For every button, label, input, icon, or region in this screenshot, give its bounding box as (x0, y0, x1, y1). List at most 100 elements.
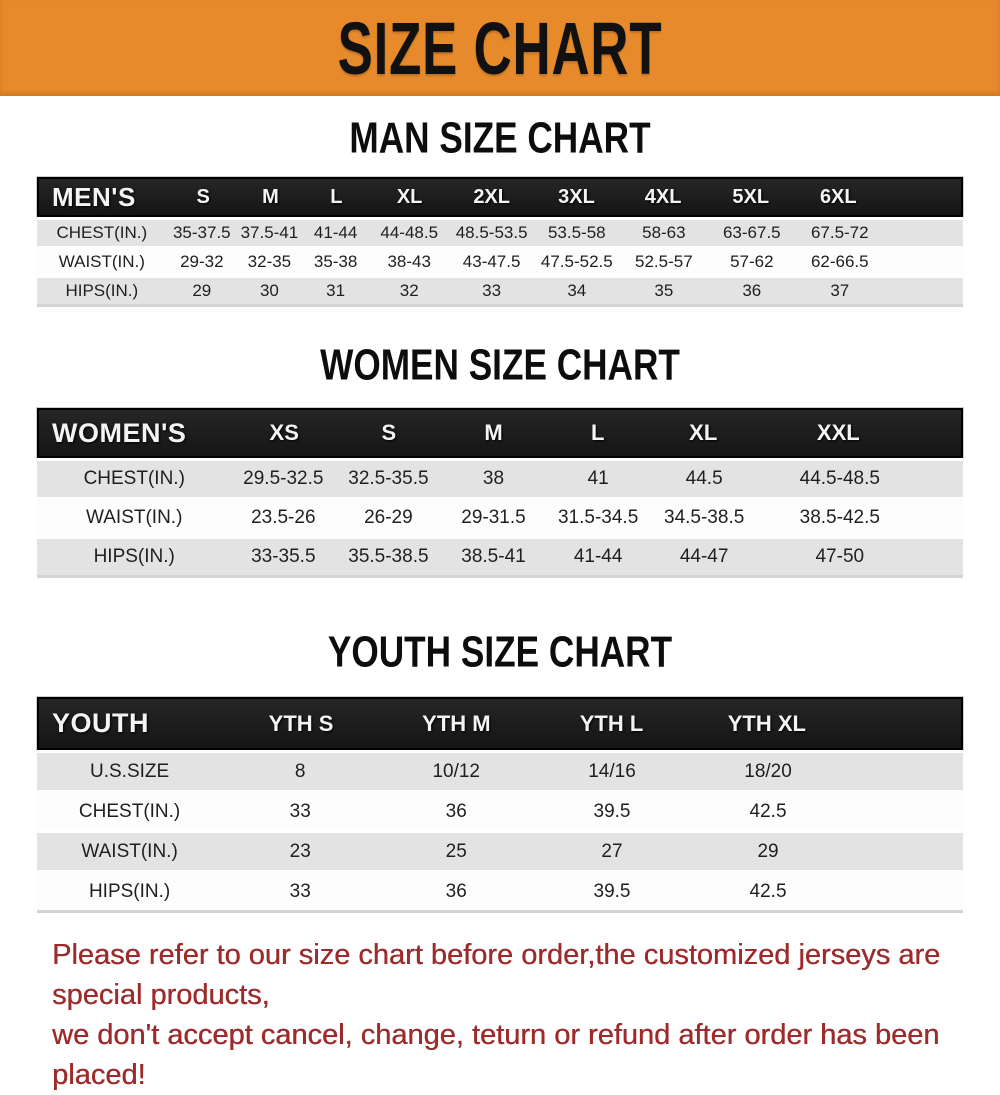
size-value-cell: 44.5-48.5 (799, 468, 880, 489)
size-value-cell: 35 (654, 281, 674, 300)
row-label: WAIST(IN.) (86, 507, 183, 528)
size-column-header: M (262, 185, 279, 208)
size-value-cell: 44.5 (685, 468, 723, 489)
size-column-header: S (381, 420, 397, 445)
table-row: CHEST(IN.) 29.5-32.5 32.5-35.5 38 41 44.5 44.5… (37, 458, 963, 497)
size-value-cell: 30 (259, 281, 279, 300)
row-label: HIPS(IN.) (65, 281, 139, 300)
size-value-cell: 31.5-34.5 (557, 507, 639, 528)
youth-size-table: YOUTH YTH S YTH M YTH L YTH XL U.S.SIZE 8 10/12… (37, 697, 963, 913)
size-value-cell: 41 (587, 468, 609, 489)
size-value-cell: 38.5-41 (461, 546, 526, 567)
men-size-table: MEN'S S M L XL 2XL 3XL 4XL 5XL 6XL CHEST(IN.) 35-37… (37, 177, 963, 307)
size-column-header: XL (396, 185, 423, 208)
size-column-header: 2XL (473, 185, 510, 208)
size-value-cell: 42.5 (749, 880, 787, 902)
man-chart-title: MAN SIZE CHART (349, 113, 651, 163)
size-value-cell: 44-48.5 (380, 223, 439, 242)
youth-chart-title: YOUTH SIZE CHART (327, 627, 673, 677)
size-column-header: YTH S (268, 710, 334, 736)
size-value-cell: 33 (289, 800, 311, 822)
size-value-cell: 43-47.5 (462, 252, 521, 271)
size-column-header: L (590, 420, 605, 445)
size-value-cell: 38 (482, 468, 505, 489)
table-row: HIPS(IN.) 33-35.5 35.5-38.5 38.5-41 41-44 44-… (37, 536, 963, 575)
size-value-cell: 44-47 (679, 546, 729, 567)
size-value-cell: 10/12 (432, 760, 480, 782)
size-value-cell: 26-29 (364, 507, 413, 528)
size-value-cell: 47-50 (815, 546, 865, 567)
table-corner-label: WOMEN'S (52, 417, 187, 448)
note-line-1: Please refer to our size chart before or… (52, 939, 941, 1011)
row-label: U.S.SIZE (90, 760, 170, 782)
table-row: WAIST(IN.) 23.5-26 26-29 29-31.5 31.5-34.5 34… (37, 497, 963, 536)
row-label: WAIST(IN.) (81, 840, 178, 862)
size-value-cell: 67.5-72 (810, 223, 869, 242)
size-column-header: 6XL (819, 185, 857, 208)
size-value-cell: 29-31.5 (461, 507, 526, 528)
size-value-cell: 8 (294, 760, 306, 782)
size-value-cell: 18/20 (744, 760, 792, 782)
size-value-cell: 25 (445, 840, 467, 862)
size-value-cell: 33 (482, 281, 502, 300)
banner-title: SIZE CHART (337, 6, 663, 90)
note-line-2: we don't accept cancel, change, teturn o… (52, 1019, 940, 1091)
size-value-cell: 33-35.5 (251, 546, 316, 567)
size-chart-banner: SIZE CHART (0, 0, 1000, 96)
table-header-row: YOUTH YTH S YTH M YTH L YTH XL (37, 697, 963, 750)
size-value-cell: 23 (289, 840, 311, 862)
women-size-table: WOMEN'S XS S M L XL XXL CHEST(IN.) 29.5-32.5 32.5… (37, 408, 963, 578)
size-column-header: 5XL (732, 185, 770, 208)
table-row: HIPS(IN.) 29 30 31 32 33 34 35 36 37 (37, 275, 963, 304)
size-value-cell: 41-44 (573, 546, 623, 567)
size-value-cell: 32 (399, 281, 419, 300)
size-column-header: YTH L (579, 710, 644, 736)
man-size-chart-section: MAN SIZE CHART MEN'S S M L XL 2XL 3XL 4XL 5XL 6XL… (0, 113, 1000, 307)
size-value-cell: 39.5 (593, 800, 631, 822)
row-label: HIPS(IN.) (88, 880, 171, 902)
size-value-cell: 38.5-42.5 (799, 507, 880, 528)
youth-size-chart-section: YOUTH SIZE CHART YOUTH YTH S YTH M YTH L YTH… (0, 627, 1000, 913)
size-value-cell: 29.5-32.5 (243, 468, 324, 489)
size-value-cell: 39.5 (593, 880, 631, 902)
size-value-cell: 36 (742, 281, 762, 300)
row-label: CHEST(IN.) (78, 800, 181, 822)
size-value-cell: 34 (567, 281, 587, 300)
size-value-cell: 48.5-53.5 (455, 223, 528, 242)
size-value-cell: 36 (445, 800, 467, 822)
size-value-cell: 35-38 (313, 252, 358, 271)
size-value-cell: 36 (445, 880, 467, 902)
size-value-cell: 32.5-35.5 (348, 468, 429, 489)
table-header-row: MEN'S S M L XL 2XL 3XL 4XL 5XL 6XL (37, 177, 963, 217)
size-column-header: XXL (816, 420, 860, 445)
row-label: CHEST(IN.) (56, 223, 148, 242)
size-value-cell: 42.5 (749, 800, 787, 822)
size-value-cell: 63-67.5 (722, 223, 781, 242)
size-value-cell: 31 (326, 281, 346, 300)
women-chart-title: WOMEN SIZE CHART (320, 340, 680, 390)
size-value-cell: 37.5-41 (240, 223, 299, 242)
row-label: CHEST(IN.) (83, 468, 185, 489)
size-column-header: M (484, 420, 503, 445)
size-value-cell: 29 (757, 840, 779, 862)
size-value-cell: 23.5-26 (251, 507, 316, 528)
size-column-header: 4XL (644, 185, 682, 208)
size-value-cell: 32-35 (247, 252, 292, 271)
size-column-header: S (196, 185, 210, 208)
size-column-header: YTH M (422, 710, 491, 736)
size-value-cell: 29-32 (180, 252, 224, 271)
size-column-header: 3XL (558, 185, 595, 208)
size-value-cell: 14/16 (588, 760, 636, 782)
size-value-cell: 29 (192, 281, 212, 300)
size-column-header: XL (689, 420, 718, 445)
size-value-cell: 38-43 (387, 252, 431, 271)
size-value-cell: 35.5-38.5 (348, 546, 429, 567)
size-column-header: L (330, 185, 343, 208)
table-row: HIPS(IN.) 33 36 39.5 42.5 (37, 870, 963, 910)
size-column-header: YTH XL (727, 710, 806, 736)
size-value-cell: 34.5-38.5 (664, 507, 745, 528)
table-corner-label: MEN'S (52, 181, 136, 212)
size-value-cell: 41-44 (313, 223, 358, 242)
table-row: CHEST(IN.) 35-37.5 37.5-41 41-44 44-48.5 48.5… (37, 217, 963, 246)
